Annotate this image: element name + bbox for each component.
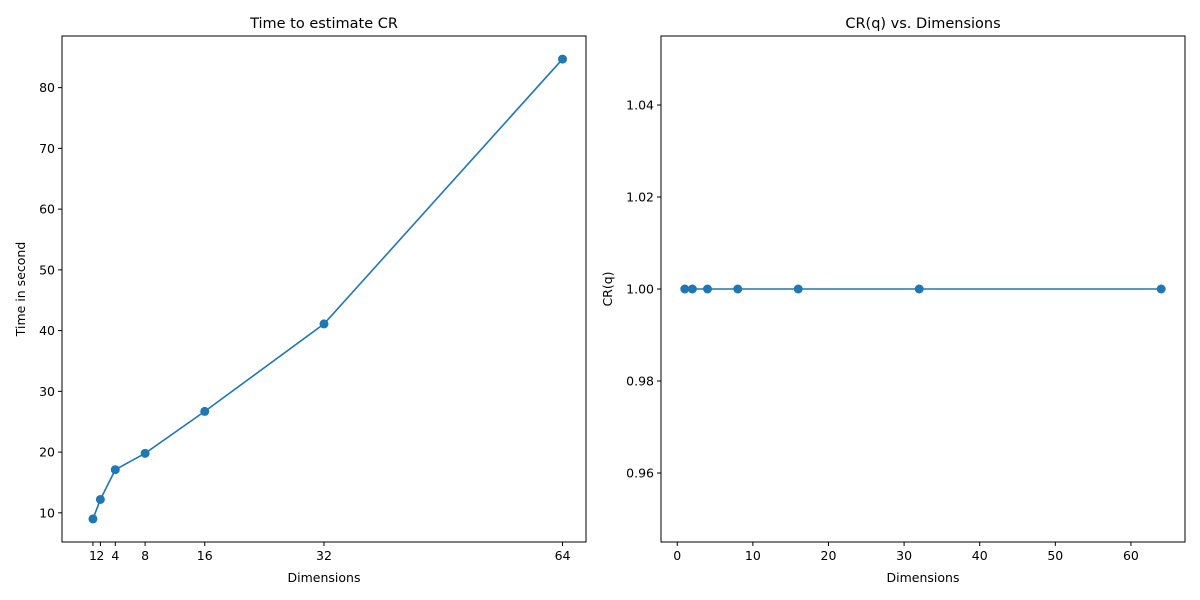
y-tick-label: 40 [39,323,55,338]
x-tick-label: 1 [89,548,97,563]
x-tick-label: 16 [197,548,213,563]
y-tick-label: 1.00 [626,282,654,297]
y-tick-label: 1.04 [626,98,654,113]
crq-chart: CR(q) vs. Dimensions Dimensions CR(q) 0 1… [600,16,1186,585]
x-tick-label: 10 [745,548,761,563]
time-chart: Time to estimate CR Dimensions Time in s… [13,16,587,585]
y-tick-label: 0.98 [626,374,654,389]
x-tick-label: 8 [141,548,149,563]
x-axis-label: Dimensions [887,570,960,585]
data-point [88,514,98,524]
y-tick-label: 80 [39,80,55,95]
y-tick-label: 1.02 [626,190,654,205]
x-tick-label: 64 [555,548,571,563]
data-point [680,284,690,294]
data-point [1156,284,1166,294]
x-tick-label: 60 [1123,548,1139,563]
series-group [680,284,1166,294]
chart-title: CR(q) vs. Dimensions [845,16,1000,32]
x-tick-label: 20 [821,548,837,563]
x-axis-label: Dimensions [288,570,361,585]
data-point [95,494,105,504]
data-point [703,284,713,294]
x-tick-label: 30 [896,548,912,563]
y-tick-label: 0.96 [626,466,654,481]
x-tick-label: 40 [972,548,988,563]
y-tick-label: 20 [39,445,55,460]
y-axis-label: Time in second [13,242,28,338]
x-tick-label: 2 [96,548,104,563]
plot-frame [660,35,1186,543]
data-point [793,284,803,294]
x-tick-label: 4 [111,548,119,563]
data-point [319,319,329,329]
y-tick-label: 10 [39,505,55,520]
x-tick-label: 50 [1047,548,1063,563]
series-group [88,54,568,524]
tick-group: 1 2 4 8 16 32 64 10 20 30 40 50 60 70 80 [39,80,570,563]
tick-group: 0 10 20 30 40 50 60 0.96 0.98 1.00 1.02 1.04 [626,98,1139,564]
y-tick-label: 70 [39,141,55,156]
y-tick-label: 50 [39,262,55,277]
y-tick-label: 30 [39,384,55,399]
chart-title: Time to estimate CR [249,16,398,32]
y-axis-label: CR(q) [600,271,615,306]
x-tick-label: 0 [673,548,681,563]
data-point [687,284,697,294]
data-point [558,54,568,64]
data-point [140,448,150,458]
data-point [110,465,120,475]
y-tick-label: 60 [39,202,55,217]
data-point [914,284,924,294]
series-line [92,58,564,520]
plot-frame [61,35,587,543]
data-point [200,406,210,416]
x-tick-label: 32 [316,548,332,563]
data-point [733,284,743,294]
